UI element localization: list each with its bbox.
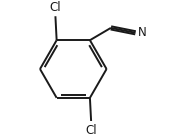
Text: Cl: Cl xyxy=(85,124,97,137)
Text: Cl: Cl xyxy=(50,1,61,14)
Text: N: N xyxy=(138,26,147,39)
